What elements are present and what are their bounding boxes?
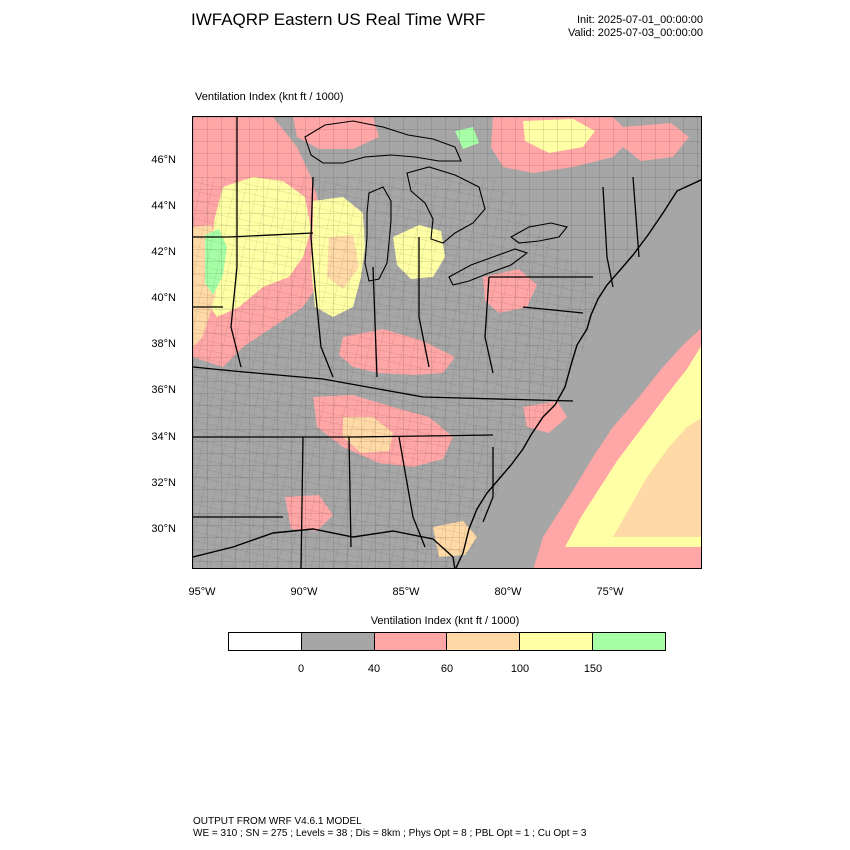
map-title: IWFAQRP Eastern US Real Time WRF bbox=[191, 10, 486, 29]
state-boundaries bbox=[193, 117, 640, 568]
legend-tick-label: 40 bbox=[367, 663, 381, 675]
map-canvas bbox=[193, 117, 701, 568]
lat-label: 44°N bbox=[151, 200, 176, 212]
lat-label: 32°N bbox=[151, 477, 176, 489]
lon-label: 80°W bbox=[494, 586, 522, 598]
lat-label: 38°N bbox=[151, 338, 176, 350]
model-footer: OUTPUT FROM WRF V4.6.1 MODEL WE = 310 ; … bbox=[193, 816, 586, 840]
legend-swatch bbox=[520, 633, 594, 650]
legend-tick-label: 60 bbox=[440, 663, 454, 675]
legend-tick-label: 150 bbox=[583, 663, 603, 675]
lat-label: 34°N bbox=[151, 431, 176, 443]
gulf-coastline bbox=[193, 528, 456, 568]
coastline bbox=[455, 179, 701, 568]
field-label: Ventilation Index (knt ft / 1000) bbox=[195, 91, 344, 103]
valid-time: Valid: 2025-07-03_00:00:00 bbox=[568, 27, 703, 39]
lon-label: 90°W bbox=[290, 586, 318, 598]
legend-tick-label: 0 bbox=[297, 663, 305, 675]
legend-swatch bbox=[593, 633, 665, 650]
lon-label: 75°W bbox=[596, 586, 624, 598]
map-panel bbox=[192, 116, 702, 569]
run-info: Init: 2025-07-01_00:00:00 Valid: 2025-07… bbox=[568, 14, 703, 40]
legend-tick-label: 100 bbox=[510, 663, 530, 675]
lat-label: 42°N bbox=[151, 246, 176, 258]
legend-colorbar bbox=[228, 632, 666, 651]
lon-label: 95°W bbox=[188, 586, 216, 598]
lon-label: 85°W bbox=[392, 586, 420, 598]
init-time: Init: 2025-07-01_00:00:00 bbox=[577, 14, 703, 26]
lat-label: 40°N bbox=[151, 292, 176, 304]
legend-swatch bbox=[229, 633, 302, 650]
footer-config-line: WE = 310 ; SN = 275 ; Levels = 38 ; Dis … bbox=[193, 828, 587, 839]
lake-outlines bbox=[304, 120, 568, 286]
lat-label: 46°N bbox=[151, 154, 176, 166]
legend-swatch bbox=[374, 633, 448, 650]
legend-swatch bbox=[301, 633, 375, 650]
legend-title: Ventilation Index (knt ft / 1000) bbox=[370, 615, 520, 627]
county-boundaries-fine bbox=[193, 177, 603, 568]
lat-label: 30°N bbox=[151, 523, 176, 535]
legend-swatch bbox=[447, 633, 521, 650]
lat-label: 36°N bbox=[151, 384, 176, 396]
footer-model-line: OUTPUT FROM WRF V4.6.1 MODEL bbox=[193, 816, 362, 827]
